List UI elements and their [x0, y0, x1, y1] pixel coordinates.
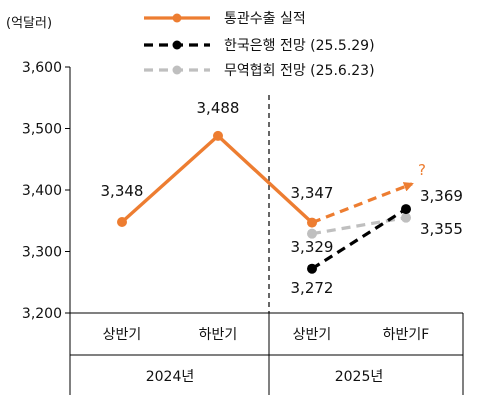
series-point-1 [401, 204, 411, 215]
data-labels: 3,348 3,488 3,347 3,272 3,369 3,329 3,355? [101, 99, 463, 297]
legend-label: 무역협회 전망 (25.6.23) [224, 63, 375, 79]
forecast-question-mark: ? [418, 161, 426, 179]
legend-swatch-marker [172, 40, 182, 50]
legend-swatch-marker [172, 65, 182, 75]
forecast-arrow [311, 182, 414, 225]
year-group-label: 2024년 [146, 369, 195, 385]
category-label: 하반기 [199, 327, 238, 343]
y-tick-labels: 3,200 3,300 3,400 3,500 3,600 [22, 60, 62, 322]
year-group-label: 2025년 [335, 369, 384, 385]
series-layer [117, 130, 414, 274]
series-point-0 [117, 216, 127, 227]
y-tick-label: 3,500 [22, 122, 62, 138]
data-label: 3,355 [420, 220, 463, 238]
data-label: 3,369 [420, 187, 463, 205]
series-point-0 [307, 217, 317, 228]
axes [65, 66, 464, 395]
series-point-1 [307, 263, 317, 274]
data-label: 3,348 [101, 182, 144, 200]
legend-label: 통관수출 실적 [224, 11, 306, 27]
data-label: 3,347 [291, 184, 334, 202]
series-point-0 [213, 130, 223, 141]
legend-label: 한국은행 전망 (25.5.29) [224, 38, 375, 54]
y-tick-label: 3,200 [22, 306, 62, 322]
data-label: 3,329 [291, 238, 334, 256]
y-tick-label: 3,300 [22, 245, 62, 261]
series-point-2 [401, 212, 411, 223]
legend-swatch-marker [172, 13, 182, 23]
y-axis-unit-label: (억달러) [6, 16, 52, 31]
series-line-0 [120, 134, 314, 224]
y-tick-label: 3,400 [22, 183, 62, 199]
y-tick-label: 3,600 [22, 60, 62, 76]
series-line-2 [311, 216, 407, 236]
data-label: 3,272 [291, 279, 334, 297]
category-label: 상반기 [293, 327, 332, 343]
series-line-1 [311, 207, 407, 271]
category-labels: 상반기 하반기 상반기 하반기F 2024년 2025년 [103, 327, 430, 385]
data-label: 3,488 [197, 99, 240, 117]
category-label: 하반기F [383, 327, 430, 343]
category-label: 상반기 [103, 327, 142, 343]
series-point-2 [307, 228, 317, 239]
